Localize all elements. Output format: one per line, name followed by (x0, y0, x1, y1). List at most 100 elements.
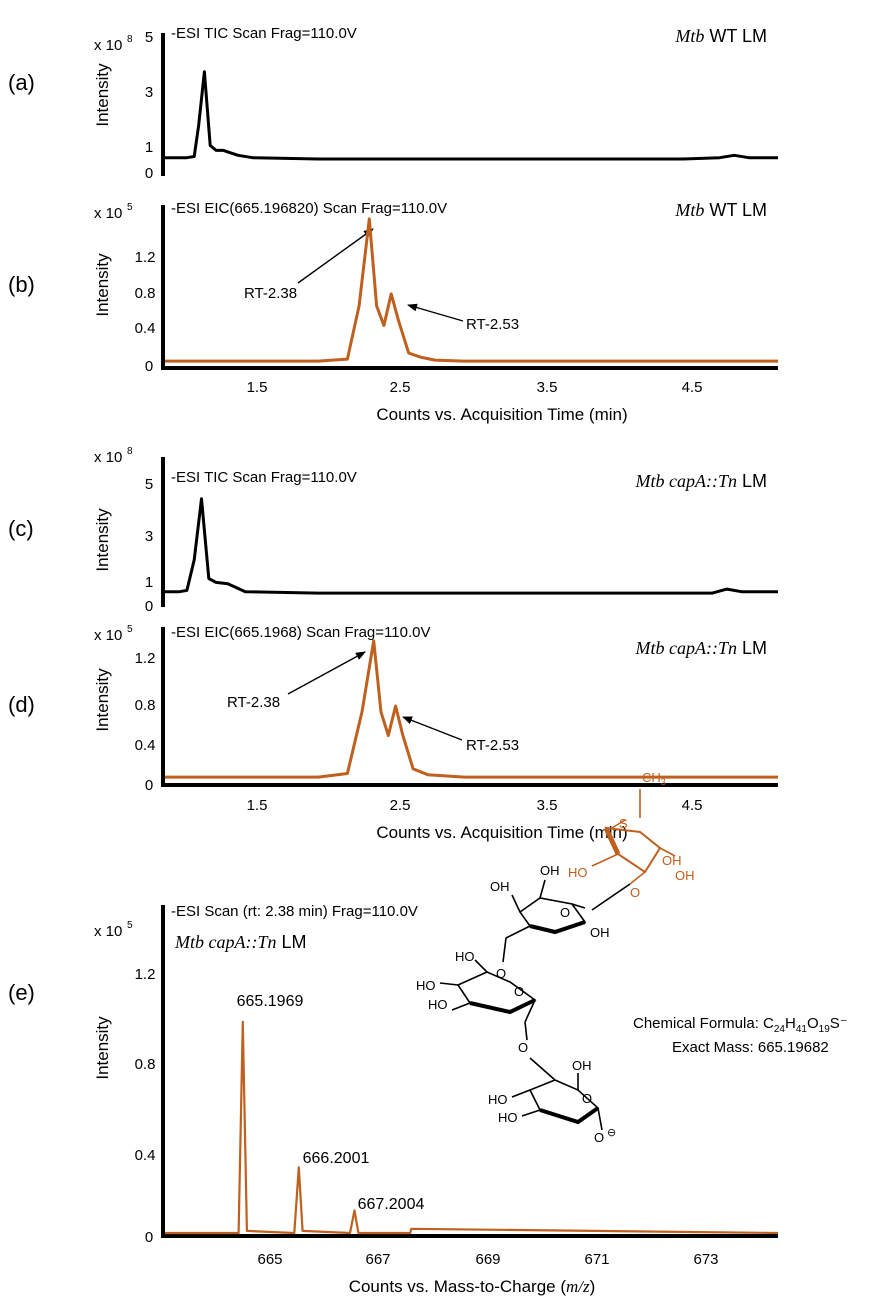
panel-d-exponent-power: 5 (127, 624, 133, 635)
panel-b-sample-label: Mtb WT LM (674, 200, 767, 220)
panel-e-peak-label: 667.2004 (358, 1196, 425, 1213)
panel-c-sample-strain: Mtb capA::Tn (635, 471, 737, 491)
panel-e-letter: (e) (8, 980, 35, 1005)
panel-d-xtick: 2.5 (390, 797, 411, 814)
panel-b-eic-trace (165, 217, 778, 363)
panel-d-letter: (d) (8, 692, 35, 717)
panel-a-sample-suffix: WT LM (704, 26, 767, 46)
panel-c-ytick: 3 (145, 528, 153, 545)
panel-d-sample-strain: Mtb capA::Tn (635, 638, 737, 658)
panel-d-x-label: Counts vs. Acquisition Time (min) (376, 823, 627, 842)
thio-sugar-labels: CH3 S OH HO O OH (568, 770, 695, 900)
panel-c-exponent-base: x 10 (94, 449, 122, 466)
hydroxyl-label: OH (572, 1058, 592, 1073)
panel-d-exponent-base: x 10 (94, 627, 122, 644)
hydroxyl-label: OH (490, 879, 510, 894)
panel-e-ytick: 0 (145, 1229, 153, 1246)
panel-c-sample-label: Mtb capA::Tn LM (635, 471, 768, 491)
panel-a-exponent-power: 8 (127, 34, 133, 45)
panel-d-ytick: 0 (145, 777, 153, 794)
panel-d-xtick: 4.5 (682, 797, 703, 814)
panel-e-x-label-end: ) (590, 1277, 596, 1296)
mannose-ring-1-labels: OH OH O OH HO O (455, 863, 610, 981)
glycosidic-oxygen-label: O (496, 966, 506, 981)
panel-c: (c) x 10 8 Intensity 0 1 3 5 -ESI TIC Sc… (8, 446, 778, 615)
panel-b-ytick: 0 (145, 358, 153, 375)
chemical-structure: CH3 S OH HO O OH OH OH O OH (416, 770, 848, 1145)
panel-d-xtick: 3.5 (537, 797, 558, 814)
sulfur-label: S (619, 816, 628, 831)
panel-d: (d) x 10 5 Intensity 0 0.4 0.8 1.2 -ESI … (8, 624, 778, 842)
chemical-formula: Chemical Formula: C24H41O19S⁻ (633, 1015, 848, 1035)
panel-b-xtick: 4.5 (682, 379, 703, 396)
panel-c-letter: (c) (8, 516, 34, 541)
panel-e-exponent-base: x 10 (94, 923, 122, 940)
ring-oxygen-label: O (514, 984, 524, 999)
panel-d-eic-trace (165, 639, 778, 779)
panel-e-xtick: 671 (584, 1251, 609, 1268)
panel-c-ytick: 5 (145, 476, 153, 493)
panel-e-ytick: 0.4 (135, 1147, 156, 1164)
panel-e-peak-label: 666.2001 (303, 1150, 370, 1167)
hydroxyl-label: OH (675, 868, 695, 883)
mannose-ring-2 (439, 959, 537, 1041)
hydroxyl-label: OH (590, 925, 610, 940)
panel-c-ytick: 1 (145, 574, 153, 591)
hydroxyl-label: HO (455, 949, 475, 964)
anomeric-oxygen-label: O (594, 1130, 604, 1145)
panel-b-xtick: 1.5 (247, 379, 268, 396)
panel-b-y-label: Intensity (93, 253, 112, 317)
panel-e-exponent-power: 5 (127, 920, 133, 931)
mannose-ring-3-labels: OH HO HO O O ⊖ (488, 1058, 616, 1145)
panel-d-ytick: 0.4 (135, 737, 156, 754)
panel-e-peak-label: 665.1969 (237, 993, 304, 1010)
hydroxyl-label: HO (488, 1092, 508, 1107)
hydroxyl-label: HO (428, 997, 448, 1012)
panel-a-title: -ESI TIC Scan Frag=110.0V (171, 25, 357, 42)
hydroxyl-label: OH (540, 863, 560, 878)
panel-d-title: -ESI EIC(665.1968) Scan Frag=110.0V (171, 624, 430, 641)
panel-a-exponent-base: x 10 (94, 37, 122, 54)
thio-sugar-residue (591, 789, 676, 885)
panel-c-tic-trace (165, 497, 778, 595)
panel-b-exponent-power: 5 (127, 202, 133, 213)
panel-e-xtick: 669 (475, 1251, 500, 1268)
panel-e-y-label: Intensity (93, 1016, 112, 1080)
panel-b-letter: (b) (8, 272, 35, 297)
panel-e-sample-suffix: LM (276, 932, 306, 952)
panel-b-exponent-base: x 10 (94, 205, 122, 222)
mannose-ring-3 (511, 1057, 603, 1131)
methyl-group-label: CH3 (642, 770, 666, 787)
mannose-ring-1 (502, 879, 631, 963)
panel-a-ytick: 5 (145, 29, 153, 46)
panel-a-letter: (a) (8, 70, 35, 95)
panel-d-ytick: 0.8 (135, 697, 156, 714)
panel-e-x-label: Counts vs. Mass-to-Charge (m/z) (349, 1277, 596, 1296)
panel-a-ytick: 1 (145, 139, 153, 156)
panel-e-title: -ESI Scan (rt: 2.38 min) Frag=110.0V (171, 903, 418, 920)
panel-a-y-label: Intensity (93, 63, 112, 127)
ring-oxygen-label: O (582, 1091, 592, 1106)
panel-e: (e) x 10 5 Intensity 0 0.4 0.8 1.2 -ESI … (8, 770, 848, 1296)
panel-d-ytick: 1.2 (135, 650, 156, 667)
panel-b-x-label: Counts vs. Acquisition Time (min) (376, 405, 627, 424)
panel-e-x-label-unit: m/z (566, 1277, 590, 1296)
ring-oxygen-label: O (630, 885, 640, 900)
panel-b-peak-annotation-2: RT-2.53 (466, 316, 519, 333)
panel-a-tic-trace (165, 70, 778, 161)
panel-e-x-label-start: Counts vs. Mass-to-Charge ( (349, 1277, 567, 1296)
panel-e-xtick: 667 (365, 1251, 390, 1268)
hydroxyl-label: HO (498, 1110, 518, 1125)
panel-d-arrow-2 (402, 716, 463, 741)
panel-c-title: -ESI TIC Scan Frag=110.0V (171, 469, 357, 486)
panel-c-ytick: 0 (145, 598, 153, 615)
panel-e-sample-strain: Mtb capA::Tn (174, 932, 276, 952)
panel-d-peak-annotation-1: RT-2.38 (227, 694, 280, 711)
panel-b-arrow-2 (407, 303, 464, 322)
panel-e-xtick: 665 (257, 1251, 282, 1268)
panel-d-sample-label: Mtb capA::Tn LM (635, 638, 768, 658)
panel-e-xtick: 673 (693, 1251, 718, 1268)
panel-d-arrow-1 (287, 651, 366, 695)
panel-a-sample-strain: Mtb (674, 26, 704, 46)
